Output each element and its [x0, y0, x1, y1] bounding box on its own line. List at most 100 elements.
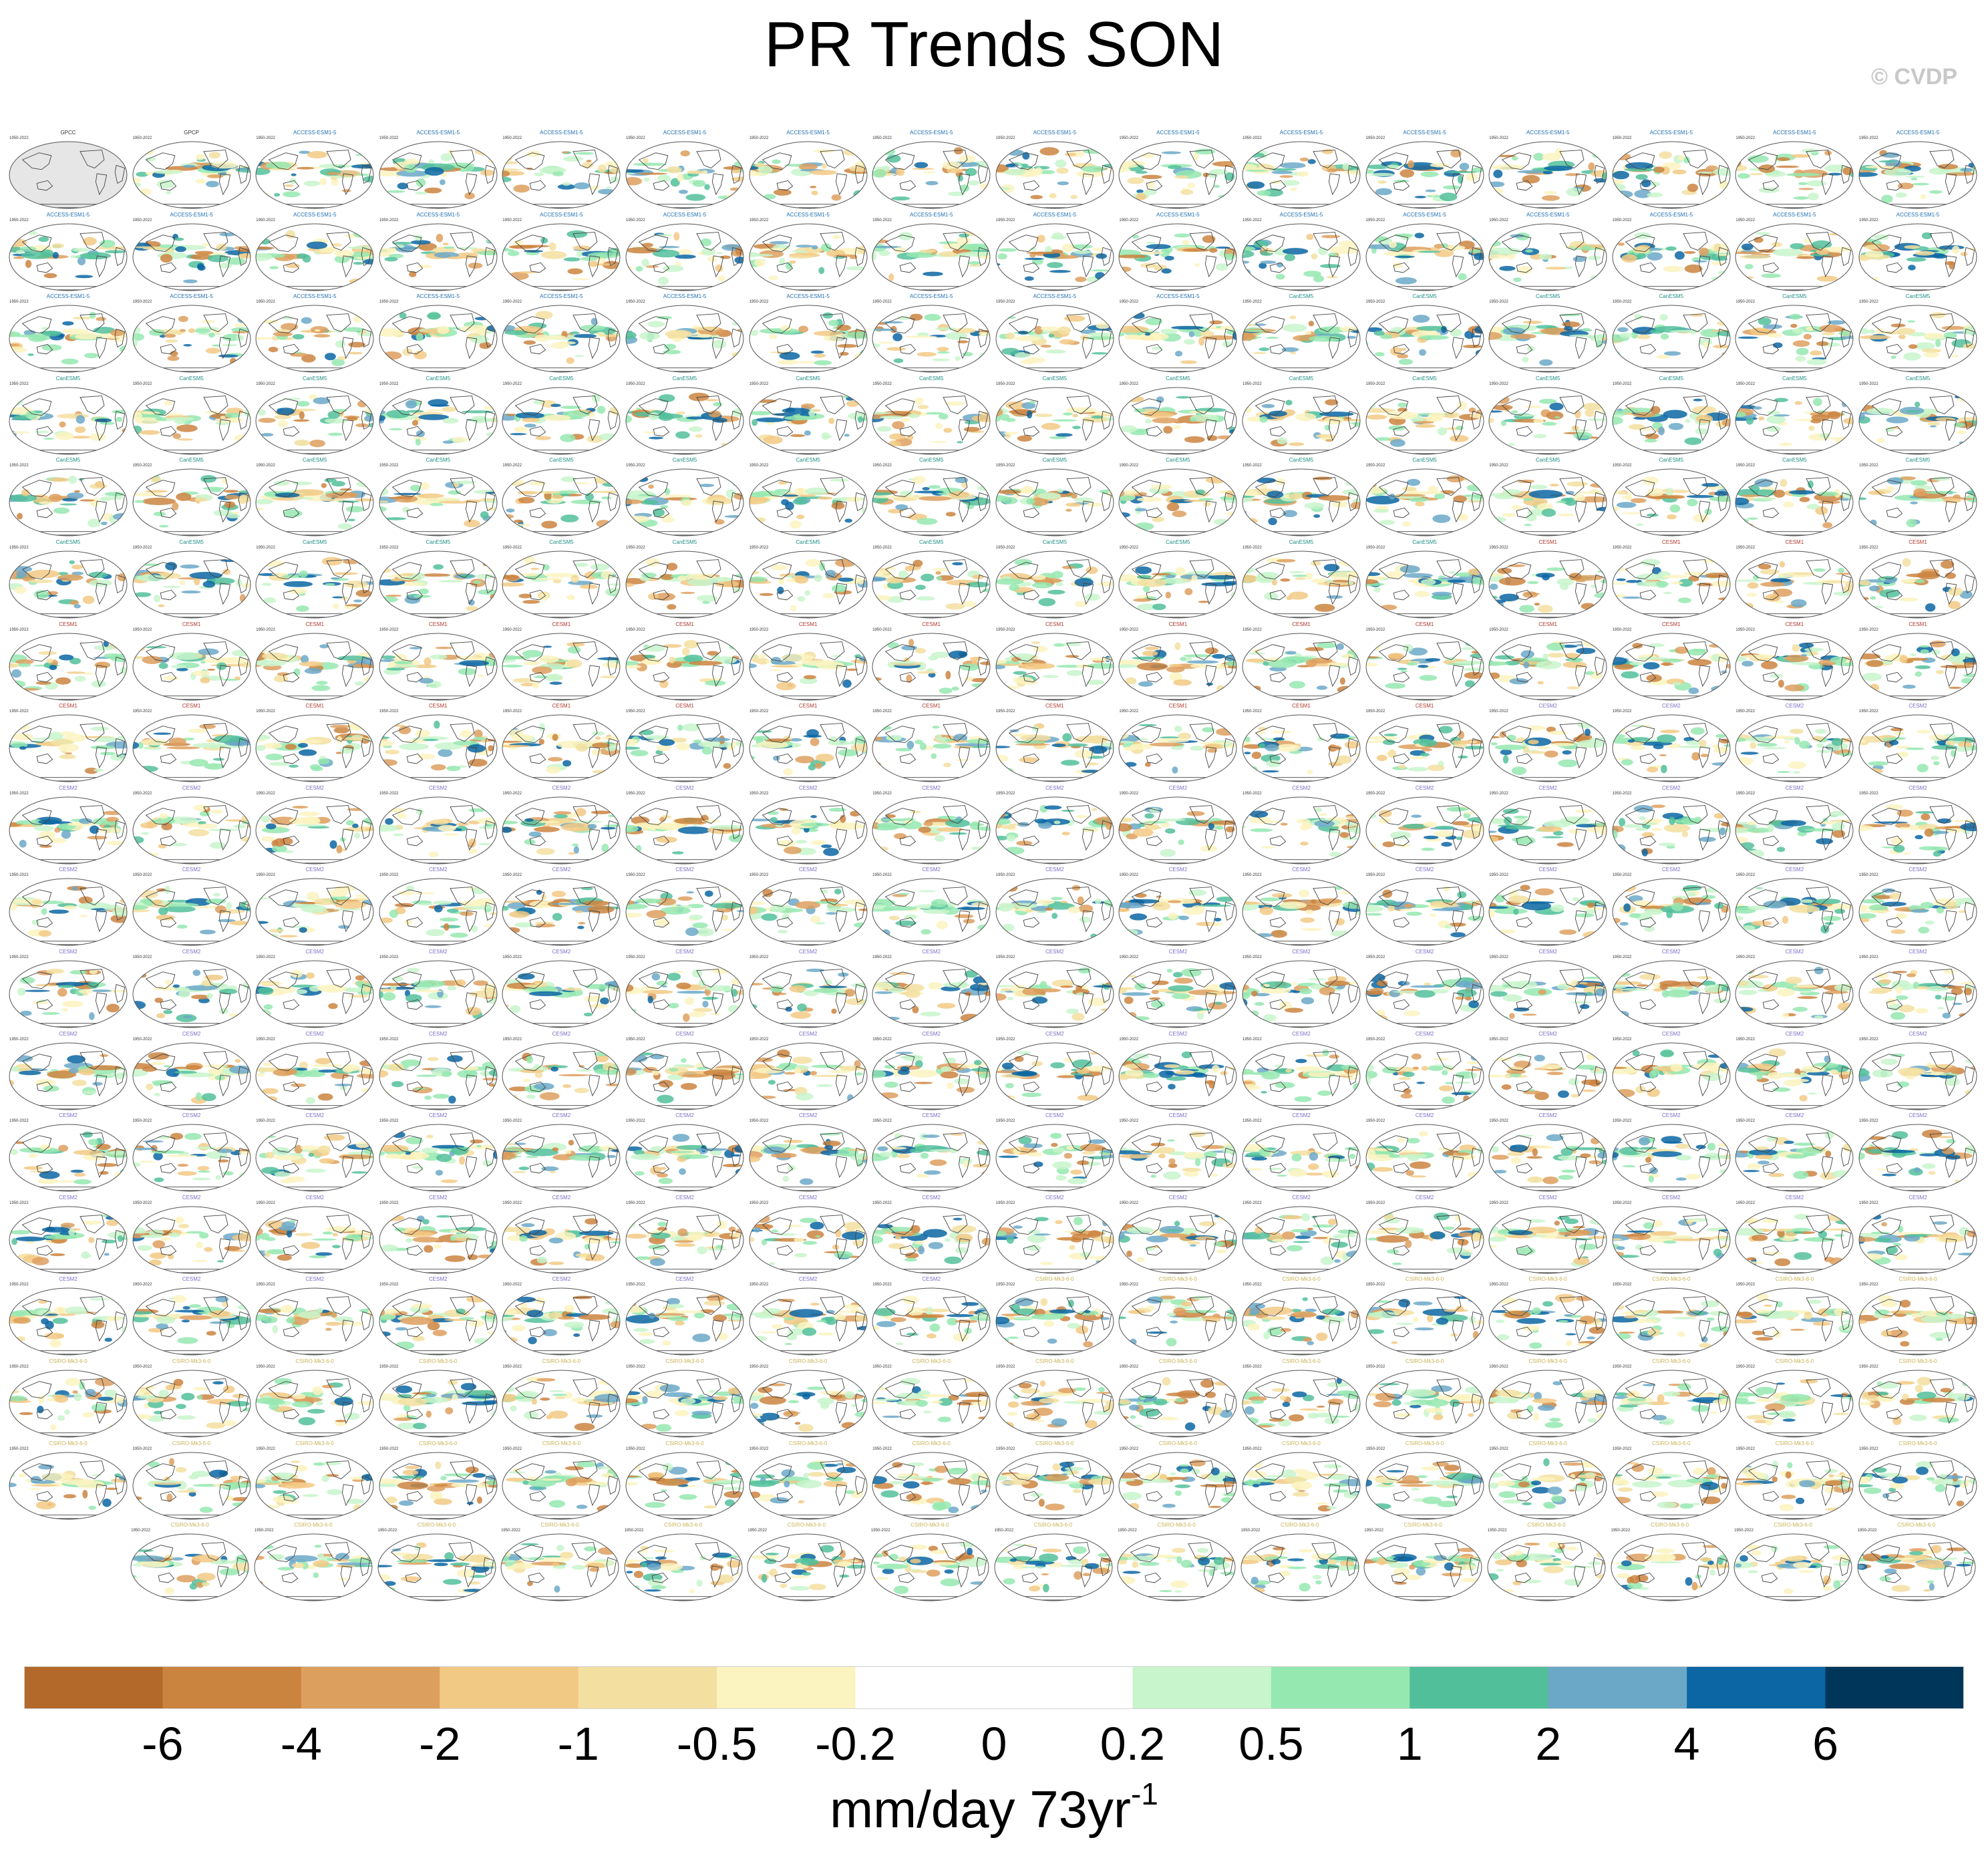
map-panel: CESM1 1950-2022: [1365, 621, 1485, 703]
map-panel-svg: [255, 633, 374, 701]
trend-patch: [240, 253, 248, 259]
map-panel: ACCESS-ESM1-5 1950-2022: [1365, 212, 1485, 293]
trend-patch: [1534, 603, 1540, 606]
map-panel-grid: GPCC 1950-2022 GPCP 1950-2022 ACCESS-ESM1-5 1…: [9, 130, 1977, 1601]
trend-patch: [417, 494, 444, 499]
trend-patch: [1086, 566, 1098, 575]
map-panel-svg: [872, 468, 991, 536]
trend-patch: [195, 178, 206, 184]
map-field: [1242, 469, 1360, 536]
trend-patch: [1753, 406, 1763, 410]
trend-patch: [1119, 317, 1127, 326]
trend-patch: [924, 313, 941, 321]
coastline: [283, 180, 300, 191]
trend-patch: [716, 251, 723, 255]
trend-patch: [1508, 442, 1515, 446]
coastline: [854, 247, 865, 266]
trend-patch: [434, 251, 459, 258]
panel-years: 1950-2022: [749, 300, 769, 305]
trend-patch: [852, 190, 863, 198]
trend-patch: [1612, 354, 1620, 359]
trend-patch: [574, 355, 585, 357]
map-panel-svg: [872, 223, 991, 291]
trend-patch: [269, 347, 279, 353]
trend-patch: [1684, 264, 1703, 273]
trend-patch: [534, 577, 564, 581]
trend-patch: [659, 679, 669, 688]
trend-patch: [1860, 328, 1868, 335]
trend-patch: [1575, 410, 1581, 418]
map-panel: ACCESS-ESM1-5 1950-2022: [995, 293, 1115, 375]
panel-years: 1950-2022: [626, 627, 645, 632]
trend-patch: [1244, 518, 1258, 524]
trend-patch: [386, 667, 405, 671]
trend-patch: [1828, 172, 1842, 176]
panel-years: 1950-2022: [995, 136, 1015, 140]
panel-label: CanESM5: [426, 457, 451, 464]
trend-patch: [789, 520, 802, 529]
trend-patch: [1279, 162, 1306, 169]
coastline: [696, 231, 721, 251]
trend-patch: [1326, 595, 1343, 599]
trend-patch: [605, 186, 611, 189]
trend-patch: [1041, 422, 1061, 430]
trend-patch: [589, 260, 599, 267]
trend-patch: [1087, 332, 1114, 337]
trend-patch: [590, 186, 601, 190]
trend-patch: [1634, 232, 1651, 239]
trend-patch: [1493, 169, 1503, 178]
coastline: [160, 262, 176, 273]
trend-patch: [1647, 192, 1663, 198]
map-panel: CanESM5 1950-2022: [1611, 293, 1731, 375]
trend-patch: [524, 423, 537, 428]
trend-patch: [1701, 483, 1719, 488]
trend-patch: [1289, 315, 1297, 319]
trend-patch: [1119, 312, 1130, 320]
trend-patch: [1401, 521, 1411, 527]
trend-patch: [1884, 168, 1912, 176]
map-field: [872, 633, 991, 700]
trend-patch: [836, 344, 858, 348]
trend-patch: [857, 416, 863, 423]
trend-patch: [1970, 166, 1977, 174]
trend-patch: [337, 356, 347, 361]
trend-patch: [1859, 335, 1891, 340]
panel-years: 1950-2022: [1242, 136, 1262, 140]
trend-patch: [89, 579, 112, 587]
map-panel-svg: [502, 223, 621, 291]
map-field: [9, 142, 127, 208]
trend-patch: [258, 232, 265, 239]
map-panel-svg: [9, 551, 128, 619]
coastline: [114, 164, 126, 184]
trend-patch: [1790, 243, 1805, 249]
trend-patch: [1824, 150, 1832, 156]
trend-patch: [194, 328, 210, 334]
trend-patch: [1653, 166, 1665, 173]
trend-patch: [1174, 175, 1189, 179]
trend-patch: [1666, 514, 1677, 520]
map-panel-svg: [9, 387, 128, 455]
coastline: [854, 164, 865, 184]
map-panel: CESM1 1950-2022: [1611, 539, 1731, 621]
panel-label: CanESM5: [672, 375, 697, 381]
trend-patch: [1040, 345, 1051, 348]
panel-years: 1950-2022: [9, 300, 29, 305]
trend-patch: [641, 243, 653, 247]
trend-patch: [1623, 512, 1641, 515]
trend-patch: [1245, 152, 1265, 158]
trend-patch: [1906, 257, 1927, 262]
trend-patch: [480, 170, 495, 176]
trend-patch: [790, 434, 806, 437]
trend-patch: [1031, 582, 1053, 589]
coastline: [218, 173, 230, 196]
map-panel-svg: [995, 633, 1114, 701]
trend-patch: [1162, 151, 1182, 154]
map-field: [1119, 142, 1237, 208]
trend-patch: [702, 601, 710, 604]
trend-patch: [1663, 591, 1672, 595]
panel-label: CanESM5: [1289, 375, 1314, 381]
map-panel-svg: [872, 305, 991, 373]
trend-patch: [643, 431, 656, 434]
panel-label: CanESM5: [796, 457, 820, 464]
trend-patch: [1635, 174, 1648, 180]
